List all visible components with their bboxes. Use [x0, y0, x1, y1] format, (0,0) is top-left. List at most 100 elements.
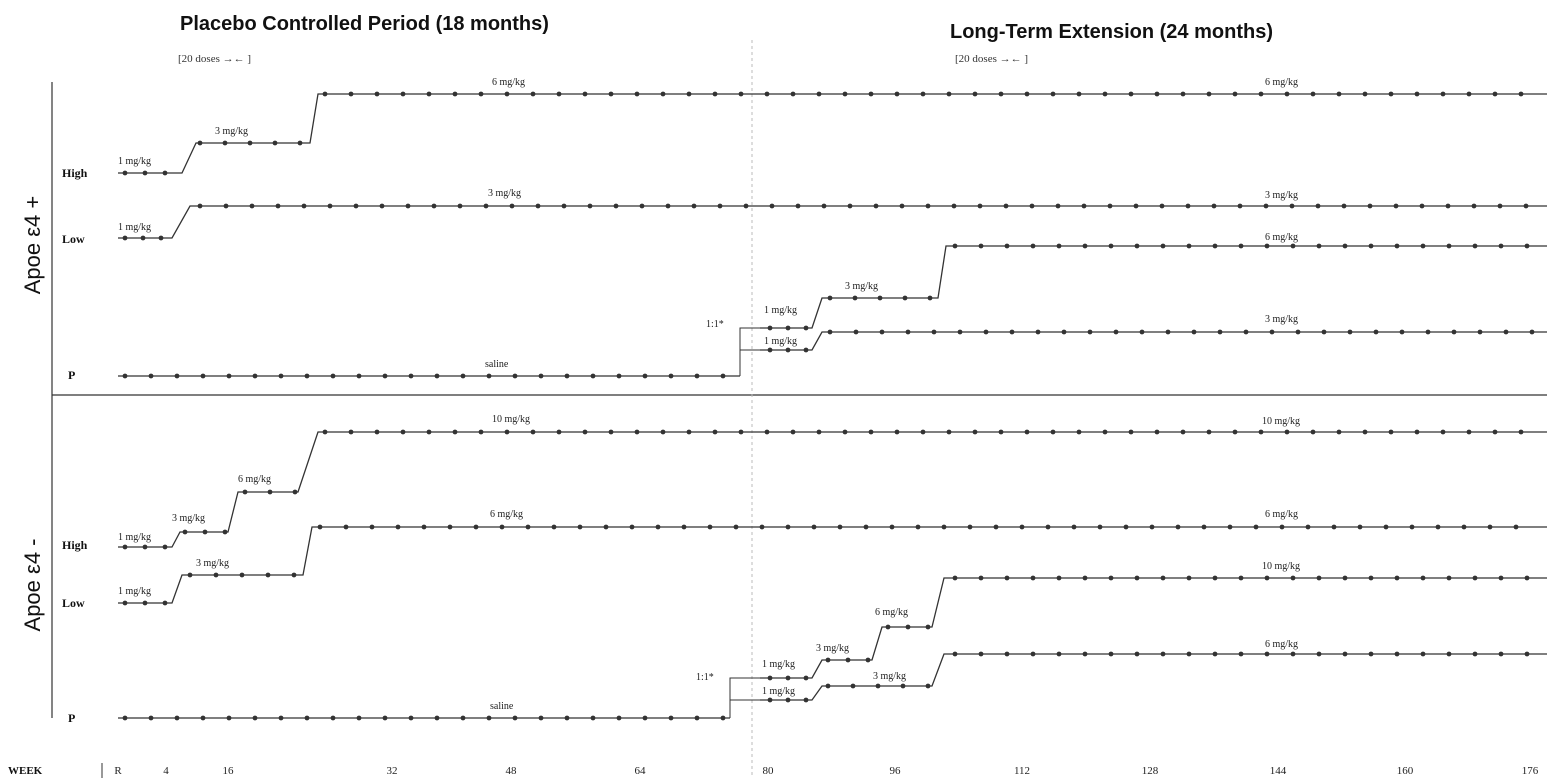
dose-marker — [1206, 429, 1212, 435]
dose-marker — [590, 373, 596, 379]
dose-marker — [1128, 429, 1134, 435]
dose-marker — [1009, 329, 1015, 335]
dose-marker — [1211, 203, 1217, 209]
dose-marker — [587, 203, 593, 209]
dose-marker — [142, 544, 148, 550]
dose-marker — [1414, 429, 1420, 435]
dose-label: 10 mg/kg — [1262, 416, 1300, 427]
rerandomize-branch-upper — [739, 327, 760, 376]
dose-marker — [1461, 524, 1467, 530]
dose-marker — [1471, 203, 1477, 209]
dose-marker — [122, 373, 128, 379]
dose-marker — [1264, 651, 1270, 657]
dose-marker — [252, 373, 258, 379]
dose-label: 3 mg/kg — [488, 188, 521, 199]
dose-markers — [767, 697, 809, 703]
dose-marker — [925, 624, 931, 630]
dose-marker — [1263, 203, 1269, 209]
dose-marker — [162, 600, 168, 606]
dose-marker — [1045, 524, 1051, 530]
dose-markers — [825, 657, 871, 663]
dose-marker — [1237, 203, 1243, 209]
dose-marker — [1227, 524, 1233, 530]
dose-marker — [1160, 575, 1166, 581]
dose-marker — [738, 91, 744, 97]
arm-placebo-neg: saline 1:1* 1 mg/kg 3 mg/kg 6 mg/kg 10 m… — [118, 561, 1547, 721]
dose-label: 6 mg/kg — [1265, 639, 1298, 650]
dose-marker — [348, 429, 354, 435]
dose-marker — [483, 203, 489, 209]
dose-marker — [993, 524, 999, 530]
dose-label: 3 mg/kg — [845, 281, 878, 292]
week-tick-label: 32 — [387, 765, 398, 777]
dose-marker — [1154, 429, 1160, 435]
dose-marker — [1238, 575, 1244, 581]
dose-marker — [1440, 429, 1446, 435]
dose-marker — [447, 524, 453, 530]
dose-marker — [322, 429, 328, 435]
dose-marker — [122, 544, 128, 550]
dose-label: 6 mg/kg — [238, 474, 271, 485]
week-tick-label: 80 — [763, 765, 775, 777]
dose-marker — [330, 373, 336, 379]
dose-marker — [301, 203, 307, 209]
dose-marker — [925, 203, 931, 209]
dose-marker — [1310, 429, 1316, 435]
week-tick-label: 96 — [890, 765, 902, 777]
dose-label: 10 mg/kg — [1262, 561, 1300, 572]
dose-marker — [795, 203, 801, 209]
dose-marker — [122, 170, 128, 176]
dose-marker — [478, 429, 484, 435]
dose-marker — [499, 524, 505, 530]
dose-marker — [400, 91, 406, 97]
dose-marker — [803, 325, 809, 331]
dose-label: 6 mg/kg — [875, 607, 908, 618]
dose-marker — [1362, 429, 1368, 435]
dose-marker — [582, 429, 588, 435]
dose-marker — [535, 203, 541, 209]
dose-marker — [369, 524, 375, 530]
dose-marker — [1003, 203, 1009, 209]
dose-marker — [811, 524, 817, 530]
dose-marker — [374, 91, 380, 97]
dose-marker — [608, 91, 614, 97]
dose-marker — [1175, 524, 1181, 530]
dose-marker — [1191, 329, 1197, 335]
dose-marker — [952, 651, 958, 657]
dose-marker — [972, 91, 978, 97]
dose-marker — [1082, 651, 1088, 657]
dose-marker — [1165, 329, 1171, 335]
arm-label-high-pos: High — [62, 166, 88, 180]
dose-marker — [1238, 243, 1244, 249]
dose-marker — [1269, 329, 1275, 335]
dose-marker — [694, 715, 700, 721]
dose-marker — [278, 373, 284, 379]
dose-marker — [877, 295, 883, 301]
dose-marker — [197, 140, 203, 146]
dose-label: 6 mg/kg — [1265, 232, 1298, 243]
dose-marker — [1524, 243, 1530, 249]
dose-marker — [348, 91, 354, 97]
dose-marker — [249, 203, 255, 209]
dose-markers — [187, 572, 297, 578]
dose-marker — [738, 429, 744, 435]
dose-marker — [1238, 651, 1244, 657]
dose-marker — [1258, 91, 1264, 97]
dose-marker — [1232, 429, 1238, 435]
dose-marker — [1466, 91, 1472, 97]
dose-marker — [1035, 329, 1041, 335]
week-tick-label: 64 — [635, 765, 647, 777]
dose-marker — [452, 429, 458, 435]
dose-marker — [825, 683, 831, 689]
dose-label: 3 mg/kg — [215, 126, 248, 137]
dose-marker — [785, 325, 791, 331]
week-tick-label: 144 — [1270, 765, 1287, 777]
dose-marker — [1524, 651, 1530, 657]
dose-label: 3 mg/kg — [172, 513, 205, 524]
dose-marker — [1472, 243, 1478, 249]
dose-markers — [317, 524, 1519, 530]
randomization-ratio: 1:1* — [706, 319, 724, 330]
dose-marker — [1180, 429, 1186, 435]
dose-marker — [642, 373, 648, 379]
dose-marker — [327, 203, 333, 209]
